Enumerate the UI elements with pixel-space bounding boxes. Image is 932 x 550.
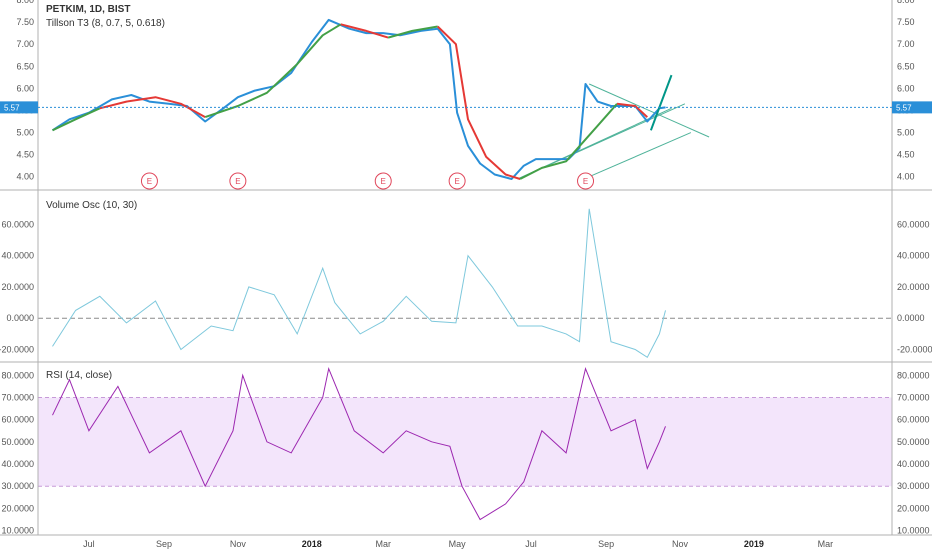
t3-segment-2: [204, 23, 342, 119]
last-price-label-0: 5.57: [4, 103, 20, 112]
indicator-title: Tillson T3 (8, 0.7, 5, 0.618): [46, 18, 165, 29]
y-tick-right-volume_osc-1: 0.0000: [897, 313, 925, 323]
trend-line-1: [589, 132, 692, 178]
y-tick-left-price-1: 4.50: [16, 150, 34, 160]
earnings-marker-3: [448, 172, 466, 190]
y-tick-right-price-5: 6.50: [897, 61, 915, 71]
x-tick-1: Sep: [156, 539, 172, 549]
y-tick-right-price-4: 6.00: [897, 83, 915, 93]
t3-segment-5: [437, 25, 521, 180]
y-tick-right-rsi-4: 50.0000: [897, 437, 930, 447]
earnings-marker-label-3: E: [454, 177, 459, 186]
y-tick-right-volume_osc-3: 40.0000: [897, 251, 930, 261]
x-tick-5: May: [449, 539, 467, 549]
x-tick-labels: Jul Sep Nov 2018 Mar May Jul Sep Nov 2019 Mar: [83, 539, 833, 549]
earnings-marker-4: [577, 172, 595, 190]
t3-segment-3: [340, 23, 389, 39]
y-tick-right-price-6: 7.00: [897, 39, 915, 49]
y-tick-left-rsi-1: 20.0000: [1, 503, 34, 513]
last-price-badge-0: [0, 101, 38, 114]
y-tick-left-volume_osc-4: 60.0000: [1, 219, 34, 229]
x-tick-8: Nov: [672, 539, 689, 549]
x-tick-9: 2019: [744, 539, 764, 549]
earnings-marker-1: [229, 172, 247, 190]
y-tick-left-rsi-2: 30.0000: [1, 481, 34, 491]
y-tick-left-rsi-3: 40.0000: [1, 459, 34, 469]
y-tick-labels: 4.004.004.504.505.005.005.505.506.006.00…: [0, 0, 932, 536]
earnings-marker-0: [140, 172, 158, 190]
y-tick-right-rsi-3: 40.0000: [897, 459, 930, 469]
y-tick-left-volume_osc-3: 40.0000: [1, 251, 34, 261]
y-tick-left-volume_osc-0: -20.0000: [0, 344, 34, 354]
volume-osc-line: [52, 208, 666, 359]
trend-line-0: [588, 83, 710, 138]
series-lines: [51, 18, 673, 521]
y-tick-right-price-0: 4.00: [897, 172, 915, 182]
t3-segment-7: [616, 102, 648, 118]
pane-backgrounds: [38, 317, 892, 487]
y-tick-left-rsi-4: 50.0000: [1, 437, 34, 447]
earnings-marker-label-0: E: [147, 177, 152, 186]
t3-segment-1: [99, 96, 206, 118]
x-tick-10: Mar: [818, 539, 834, 549]
earnings-marker-2: [374, 172, 392, 190]
y-tick-right-rsi-6: 70.0000: [897, 392, 930, 402]
rsi-line: [52, 367, 666, 521]
y-tick-left-rsi-6: 70.0000: [1, 392, 34, 402]
rsi-title: RSI (14, close): [46, 370, 112, 381]
last-price-markers: 5.57 5.57: [0, 101, 932, 114]
y-tick-right-price-2: 5.00: [897, 128, 915, 138]
y-tick-right-rsi-7: 80.0000: [897, 370, 930, 380]
y-tick-left-price-8: 8.00: [16, 0, 34, 5]
x-tick-4: Mar: [375, 539, 391, 549]
x-tick-3: 2018: [302, 539, 322, 549]
trend-lines: [517, 83, 710, 180]
y-tick-right-volume_osc-4: 60.0000: [897, 219, 930, 229]
volume-osc-title: Volume Osc (10, 30): [46, 200, 137, 211]
last-price-badge-1: [892, 101, 932, 114]
y-tick-left-rsi-0: 10.0000: [1, 526, 34, 536]
x-tick-0: Jul: [83, 539, 95, 549]
t3-segment-0: [52, 107, 101, 132]
t3-segment-8: [649, 74, 673, 131]
y-tick-left-rsi-5: 60.0000: [1, 415, 34, 425]
x-tick-6: Jul: [525, 539, 537, 549]
y-tick-right-price-7: 7.50: [897, 17, 915, 27]
price-line-0: [51, 18, 666, 180]
y-tick-left-volume_osc-2: 20.0000: [1, 282, 34, 292]
t3-segment-4: [387, 25, 438, 39]
symbol-title: PETKIM, 1D, BIST: [46, 4, 130, 15]
y-tick-left-price-5: 6.50: [16, 61, 34, 71]
earnings-marker-label-2: E: [381, 177, 386, 186]
y-tick-right-rsi-0: 10.0000: [897, 526, 930, 536]
t3-segment-6: [519, 103, 618, 180]
y-tick-left-rsi-7: 80.0000: [1, 370, 34, 380]
y-tick-right-rsi-2: 30.0000: [897, 481, 930, 491]
y-tick-right-rsi-1: 20.0000: [897, 503, 930, 513]
last-price-label-1: 5.57: [896, 103, 912, 112]
earnings-marker-label-1: E: [235, 177, 240, 186]
y-tick-left-price-6: 7.00: [16, 39, 34, 49]
x-tick-7: Sep: [598, 539, 614, 549]
x-tick-2: Nov: [230, 539, 247, 549]
y-tick-right-price-1: 4.50: [897, 150, 915, 160]
y-tick-left-price-2: 5.00: [16, 128, 34, 138]
y-tick-left-price-4: 6.00: [16, 83, 34, 93]
y-tick-right-volume_osc-0: -20.0000: [897, 344, 932, 354]
y-tick-right-rsi-5: 60.0000: [897, 415, 930, 425]
y-tick-right-price-8: 8.00: [897, 0, 915, 5]
rsi-band: [38, 397, 892, 487]
earnings-marker-label-4: E: [583, 177, 588, 186]
y-tick-left-price-0: 4.00: [16, 172, 34, 182]
pane-separators: [0, 0, 932, 536]
y-tick-right-volume_osc-2: 20.0000: [897, 282, 930, 292]
y-tick-left-price-7: 7.50: [16, 17, 34, 27]
y-tick-left-volume_osc-1: 0.0000: [6, 313, 34, 323]
